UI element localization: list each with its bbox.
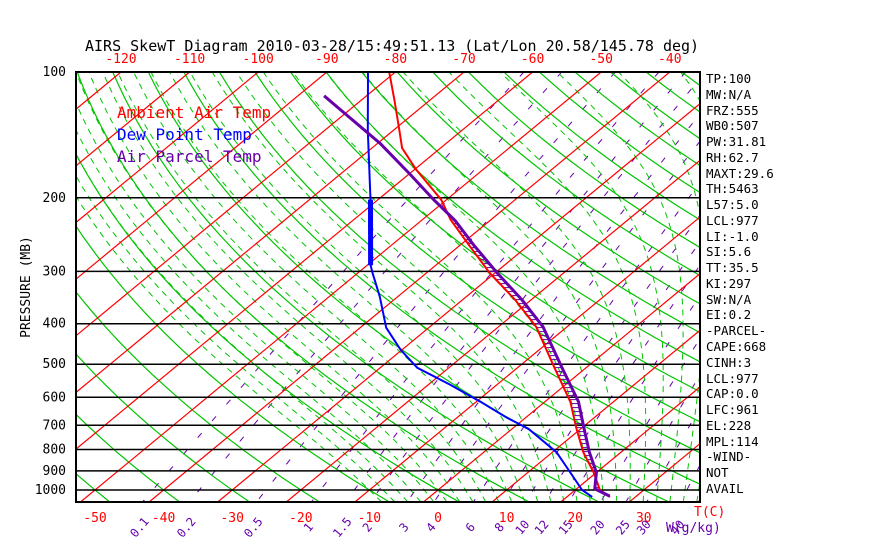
mixing-ratio-tick: 25 [613,517,633,537]
stat-line-12: TT:35.5 [706,260,759,276]
bottom-temp-tick: -50 [83,511,106,526]
bottom-temp-tick: 10 [499,511,515,526]
stat-line-23: MPL:114 [706,433,759,449]
pressure-tick: 400 [43,317,66,332]
pressure-tick: 600 [43,390,66,405]
mixing-ratio-tick: 20 [588,517,608,537]
bottom-temp-tick: -20 [289,511,312,526]
legend-item-0: Ambient Air Temp [117,103,272,122]
stat-line-21: LFC:961 [706,402,759,418]
bottom-temp-tick: -40 [152,511,175,526]
mixing-ratio-tick: 0.1 [127,515,152,541]
pressure-tick: 200 [43,191,66,206]
stat-line-6: MAXT:29.6 [706,165,774,181]
bottom-temp-tick: 30 [636,511,652,526]
legend-item-1: Dew Point Temp [117,125,252,144]
bottom-temp-tick: -30 [220,511,243,526]
stat-line-14: SW:N/A [706,291,752,307]
stat-line-5: RH:62.7 [706,149,759,165]
top-temp-tick: -60 [521,52,544,67]
pressure-tick: 1000 [35,483,66,498]
top-temp-tick: -90 [315,52,338,67]
bottom-temp-tick: 0 [434,511,442,526]
mixing-ratio-tick: 1.5 [330,515,355,541]
legend-item-2: Air Parcel Temp [117,147,262,166]
bottom-temp-tick: -10 [358,511,381,526]
stat-line-18: CINH:3 [706,354,752,370]
stat-line-16: -PARCEL- [706,323,767,339]
stat-line-9: LCL:977 [706,212,759,228]
stats-panel: TP:100 MW:N/A FRZ:555 WB0:507 PW:31.81 RH:62.… [706,71,774,497]
stat-line-13: KI:297 [706,275,752,291]
stat-line-17: CAPE:668 [706,339,767,355]
pressure-axis-label: PRESSURE (MB) [19,236,34,338]
stat-line-22: EL:228 [706,417,752,433]
stat-line-7: TH:5463 [706,181,759,197]
mixing-ratio-tick: 3 [396,520,411,535]
mixing-ratio-tick: 6 [463,520,478,535]
plot-border [75,71,701,503]
top-temp-tick: -100 [243,52,274,67]
stat-line-0: TP:100 [706,71,752,86]
top-temp-tick: -70 [452,52,475,67]
top-temp-tick: -50 [589,52,612,67]
stat-line-19: LCL:977 [706,370,759,386]
stat-line-8: L57:5.0 [706,197,759,213]
legend: Ambient Air Temp Dew Point Temp Air Parcel… [117,102,271,168]
stat-line-10: LI:-1.0 [706,228,759,244]
stat-line-20: CAP:0.0 [706,386,759,402]
pressure-tick: 900 [43,464,66,479]
top-temp-tick: -40 [658,52,681,67]
top-temp-tick: -120 [105,52,136,67]
mixing-unit-label: W(g/kg) [666,521,721,536]
temp-unit-label: T(C) [694,505,725,520]
top-temp-tick: -80 [384,52,407,67]
stat-line-4: PW:31.81 [706,134,767,150]
pressure-tick: 500 [43,357,66,372]
mixing-ratio-tick: 10 [512,517,532,537]
stat-line-2: FRZ:555 [706,102,759,118]
stat-line-1: MW:N/A [706,86,752,102]
stat-line-24: -WIND- [706,449,752,465]
pressure-tick: 100 [43,65,66,80]
bottom-temp-tick: 20 [567,511,583,526]
pressure-tick: 300 [43,264,66,279]
plot-area [76,72,700,502]
stat-line-26: AVAIL [706,480,744,496]
pressure-tick: 800 [43,442,66,457]
stat-line-3: WB0:507 [706,118,759,134]
mixing-ratio-tick: 0.5 [241,515,266,541]
pressure-tick: 700 [43,418,66,433]
stat-line-15: EI:0.2 [706,307,752,323]
stat-line-11: SI:5.6 [706,244,752,260]
page-title: AIRS SkewT Diagram 2010-03-28/15:49:51.1… [85,37,700,55]
mixing-ratio-tick: 0.2 [174,515,199,541]
stat-line-25: NOT [706,465,729,481]
mixing-ratio-tick: 12 [532,517,552,537]
top-temp-tick: -110 [174,52,205,67]
